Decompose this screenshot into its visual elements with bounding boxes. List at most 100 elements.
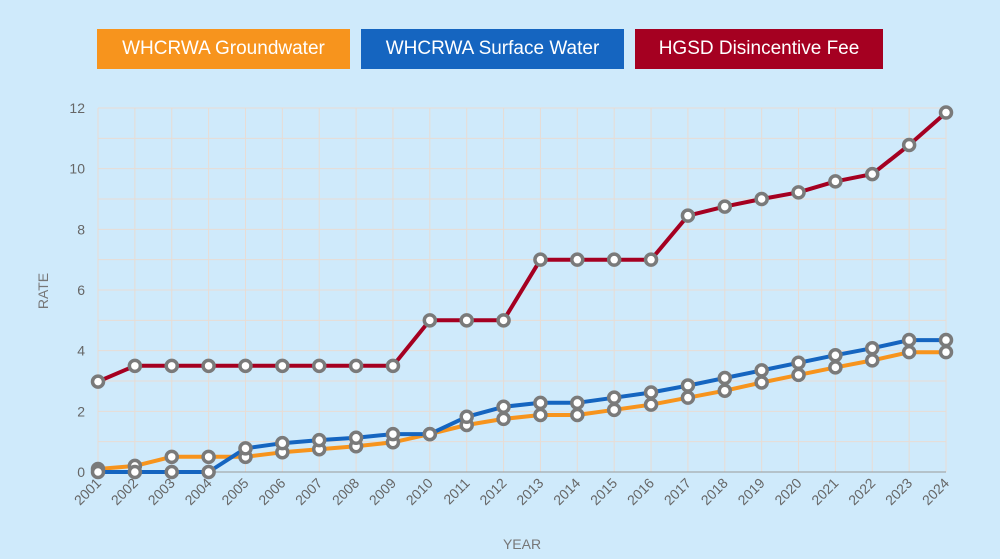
data-point — [643, 397, 659, 412]
data-point — [311, 358, 327, 374]
data-point — [533, 395, 548, 411]
x-tick-label: 2015 — [587, 475, 620, 508]
x-tick-label: 2003 — [145, 475, 178, 508]
series-line-1 — [96, 338, 948, 474]
x-tick-label: 2024 — [919, 475, 952, 508]
data-point — [127, 358, 143, 374]
x-tick-label: 2007 — [292, 475, 325, 508]
data-point — [201, 358, 216, 374]
x-ticks: 2001 2002 2003 2004 2005 2006 2007 2008 2009 2010… — [71, 475, 952, 508]
x-tick-label: 2014 — [550, 475, 583, 508]
data-point — [459, 409, 474, 425]
x-tick-label: 2001 — [71, 475, 104, 508]
data-point — [496, 399, 511, 415]
y-tick-label: 0 — [77, 464, 85, 480]
data-point — [901, 332, 917, 348]
x-tick-label: 2002 — [108, 475, 141, 508]
data-point — [496, 313, 511, 328]
y-tick-label: 12 — [69, 100, 85, 116]
data-point — [865, 353, 880, 368]
x-tick-label: 2009 — [366, 475, 399, 508]
data-point — [754, 375, 769, 390]
data-point — [570, 252, 585, 267]
data-point — [791, 355, 806, 371]
series-markers — [90, 105, 954, 480]
data-point — [496, 411, 511, 427]
y-tick-label: 4 — [77, 343, 85, 359]
x-tick-label: 2012 — [476, 475, 509, 508]
data-point — [643, 385, 659, 400]
data-point — [606, 402, 622, 418]
y-tick-label: 10 — [69, 161, 85, 177]
data-point — [828, 360, 843, 375]
data-point — [680, 208, 696, 223]
data-point — [717, 199, 733, 214]
data-point — [865, 166, 880, 182]
data-point — [865, 340, 880, 356]
data-point — [901, 344, 917, 360]
data-point — [754, 363, 769, 378]
data-point — [791, 367, 806, 383]
series-lines — [96, 110, 948, 474]
y-axis-label: RATE — [35, 273, 51, 309]
data-point — [201, 449, 216, 465]
legend-item-disincentive-fee[interactable]: HGSD Disincentive Fee — [635, 29, 883, 69]
series-line-2 — [96, 110, 948, 384]
data-point — [754, 191, 769, 207]
series-line-0 — [96, 350, 948, 471]
data-point — [90, 374, 106, 389]
x-tick-label: 2021 — [808, 475, 841, 508]
x-tick-label: 2006 — [255, 475, 288, 508]
x-tick-label: 2017 — [661, 475, 694, 508]
data-point — [422, 313, 438, 328]
data-point — [828, 347, 843, 363]
data-point — [570, 407, 585, 423]
data-point — [459, 313, 474, 328]
data-point — [238, 358, 253, 374]
data-point — [164, 464, 179, 480]
data-point — [348, 358, 364, 374]
legend-item-surface-water[interactable]: WHCRWA Surface Water — [361, 29, 624, 69]
legend-item-groundwater[interactable]: WHCRWA Groundwater — [97, 29, 350, 69]
data-point — [385, 426, 401, 442]
data-point — [938, 332, 954, 348]
data-point — [570, 395, 585, 411]
data-point — [533, 252, 548, 267]
x-tick-label: 2013 — [513, 475, 546, 508]
x-tick-label: 2023 — [882, 475, 915, 508]
x-tick-label: 2018 — [698, 475, 731, 508]
data-point — [606, 390, 622, 405]
data-point — [717, 383, 733, 398]
data-point — [422, 426, 438, 442]
legend: WHCRWA Groundwater WHCRWA Surface Water … — [0, 29, 1000, 69]
data-point — [90, 464, 106, 480]
data-point — [311, 432, 327, 448]
data-point — [275, 358, 290, 374]
x-tick-label: 2005 — [218, 475, 251, 508]
y-ticks: 0 2 4 6 8 10 12 — [69, 100, 85, 480]
y-tick-label: 2 — [77, 403, 85, 419]
data-point — [164, 358, 179, 374]
x-tick-label: 2004 — [181, 475, 214, 508]
x-tick-label: 2020 — [771, 475, 804, 508]
x-tick-label: 2019 — [734, 475, 767, 508]
x-tick-label: 2022 — [845, 475, 878, 508]
data-point — [606, 252, 622, 267]
data-point — [643, 252, 659, 267]
data-point — [238, 441, 253, 456]
data-point — [201, 464, 216, 480]
x-tick-label: 2008 — [329, 475, 362, 508]
data-point — [938, 105, 954, 120]
data-point — [901, 137, 917, 153]
x-tick-label: 2010 — [403, 475, 436, 508]
data-point — [717, 370, 733, 386]
data-point — [275, 435, 290, 451]
data-point — [164, 449, 179, 465]
data-point — [828, 174, 843, 189]
data-point — [938, 344, 954, 360]
x-tick-label: 2016 — [624, 475, 657, 508]
data-point — [385, 358, 401, 374]
y-tick-label: 8 — [77, 221, 85, 237]
